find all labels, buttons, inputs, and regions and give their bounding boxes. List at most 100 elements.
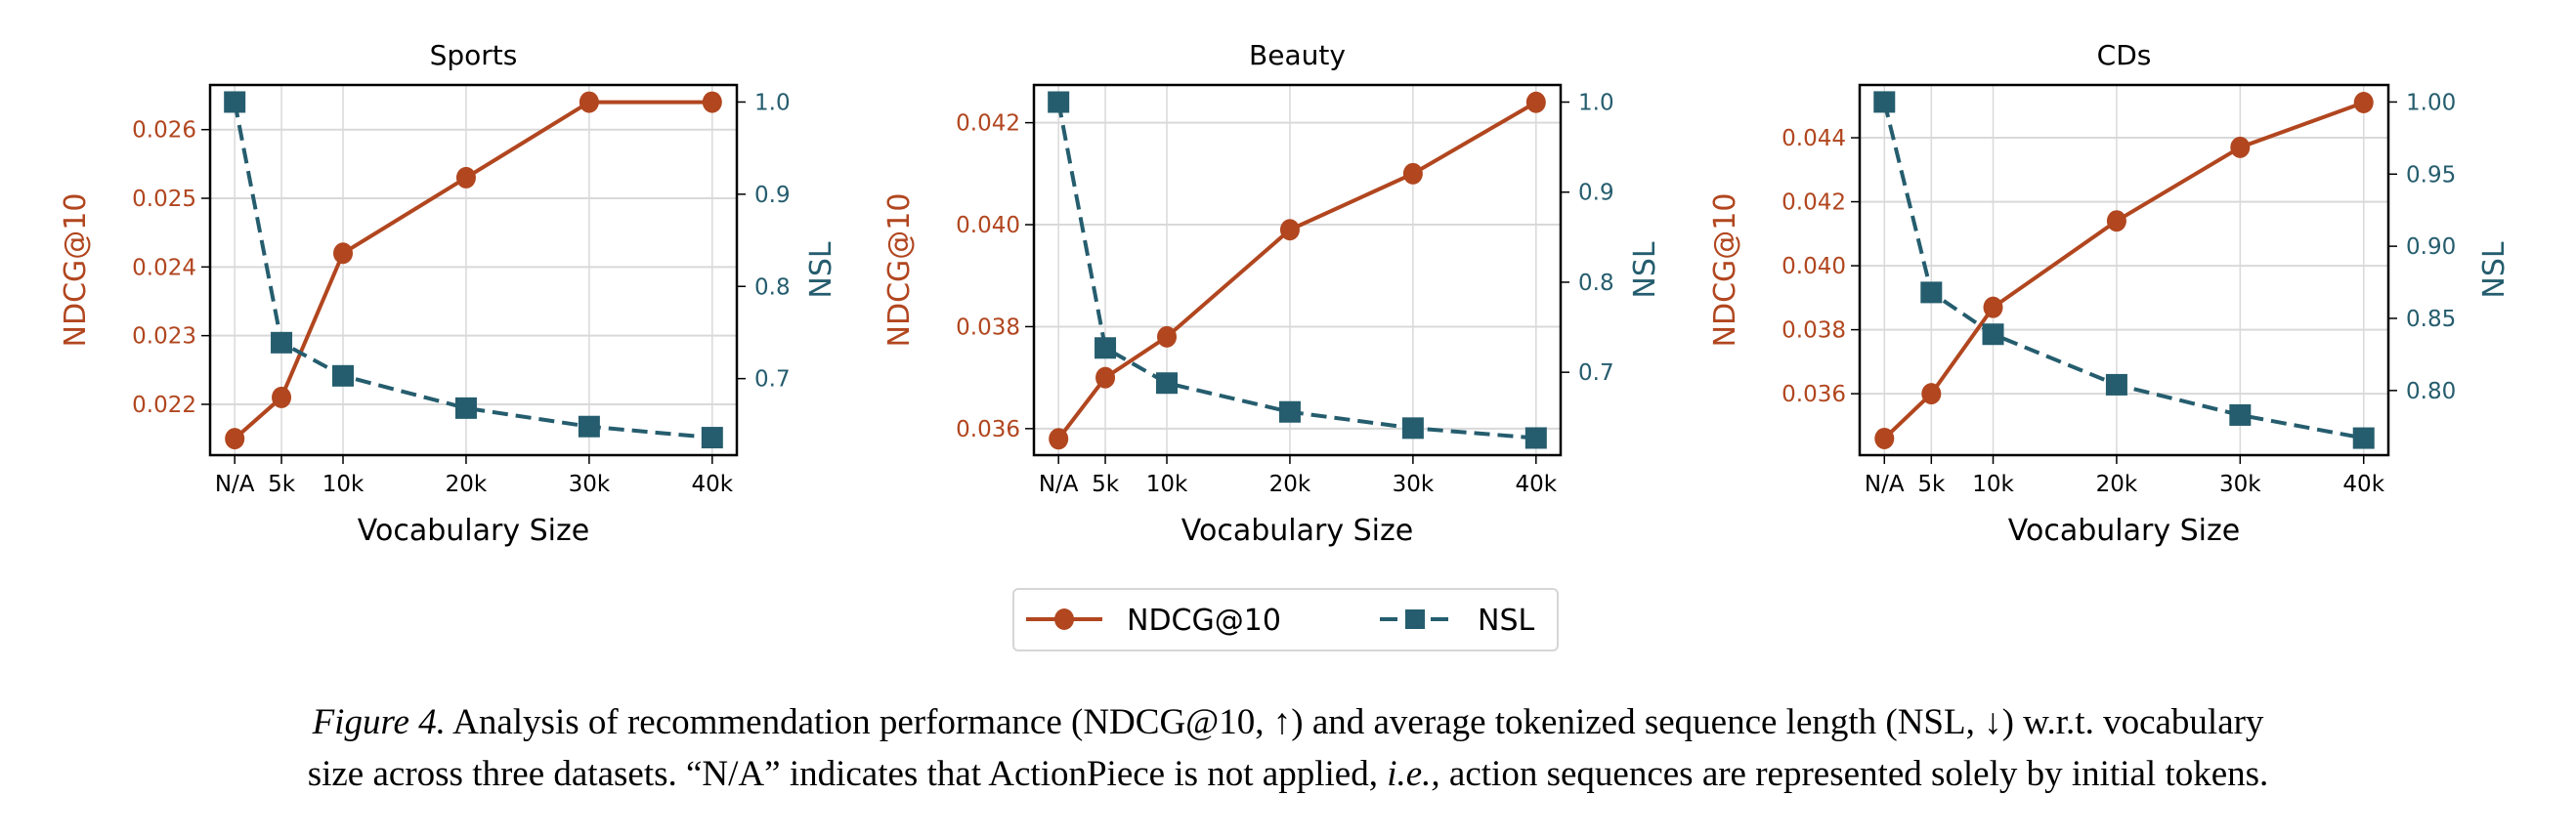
chart-cds: N/A 5k 10k 20k 30k 40k 0.036 0.038 0.040 0.042 0.0…	[1708, 39, 2512, 548]
caption-text-2a: size across three datasets. “N/A” indica…	[307, 754, 1378, 794]
x-tick-label: 5k	[1917, 472, 1946, 497]
legend-ndcg-marker	[1054, 608, 1074, 630]
x-tick-label: 10k	[1972, 472, 2014, 497]
nsl-point	[1095, 337, 1117, 359]
nsl-point	[2229, 403, 2252, 426]
nsl-point	[578, 415, 600, 438]
ndcg-point	[1402, 162, 1423, 185]
y2-tick-label: 0.85	[2406, 307, 2456, 332]
ndcg-point	[225, 428, 245, 450]
ndcg-line	[1056, 101, 1537, 440]
chart-title: Sports	[430, 39, 518, 71]
caption-figure-label: Figure 4.	[312, 702, 446, 742]
ndcg-point	[1983, 296, 2003, 318]
y-tick-label: 0.023	[132, 324, 196, 350]
nsl-point	[701, 427, 723, 449]
ndcg-point	[333, 242, 354, 265]
y2-axis-label: NSL	[804, 241, 838, 298]
x-axis-label: Vocabulary Size	[358, 514, 589, 548]
legend-ndcg-label: NDCG@10	[1127, 604, 1281, 638]
x-tick-label: 20k	[446, 472, 488, 497]
ndcg-point	[579, 91, 599, 113]
chart-sports: N/A 5k 10k 20k 30k 40k 0.022 0.023 0.024 0.025 0.0…	[59, 39, 838, 548]
caption-text-2b: action sequences are represented solely …	[1448, 754, 2269, 794]
nsl-point	[2352, 427, 2375, 449]
caption-ie: i.e.,	[1387, 754, 1440, 794]
y-axis-label: NDCG@10	[59, 193, 93, 348]
legend-frame	[1012, 588, 1559, 651]
y-tick-label: 0.036	[956, 417, 1020, 442]
nsl-point	[1048, 91, 1070, 113]
y2-tick-label: 0.8	[1578, 271, 1614, 296]
ndcg-point	[1874, 427, 1895, 449]
x-axis-label: Vocabulary Size	[2008, 514, 2240, 548]
x-tick-label: 5k	[268, 472, 296, 497]
x-tick-label: 40k	[692, 472, 734, 497]
chart-title: CDs	[2097, 39, 2152, 71]
caption-line-2: size across three datasets. “N/A” indica…	[0, 748, 2576, 800]
x-tick-label: 30k	[2219, 472, 2261, 497]
ndcg-line	[233, 100, 712, 440]
legend-nsl-marker	[1405, 609, 1425, 629]
plot-frame	[1858, 83, 2390, 457]
plot-frame	[1032, 83, 1563, 457]
x-tick-label: 10k	[322, 472, 365, 497]
y-tick-label: 0.038	[1782, 318, 1846, 344]
y-tick-label: 0.022	[132, 393, 196, 418]
nsl-point	[1920, 281, 1943, 304]
y-axis-label: NDCG@10	[882, 193, 917, 348]
nsl-point	[1156, 372, 1179, 395]
ndcg-point	[2230, 136, 2251, 158]
y2-tick-label: 0.7	[1578, 360, 1614, 386]
nsl-point	[1524, 427, 1547, 449]
ndcg-point	[1525, 91, 1546, 113]
y2-tick-label: 1.0	[754, 90, 791, 115]
x-tick-label: N/A	[1865, 472, 1905, 497]
y2-tick-label: 0.9	[754, 183, 791, 208]
nsl-line	[233, 102, 712, 440]
y2-tick-label: 0.7	[754, 367, 791, 393]
chart-beauty: N/A 5k 10k 20k 30k 40k 0.036 0.038 0.040 0.042 0.7…	[882, 39, 1662, 548]
plot-frame	[208, 83, 739, 457]
nsl-point	[2105, 373, 2127, 396]
nsl-point	[1873, 91, 1896, 113]
ndcg-point	[1157, 325, 1178, 348]
x-tick-label: 20k	[2096, 472, 2138, 497]
ndcg-point	[2353, 92, 2374, 114]
x-tick-label: 10k	[1146, 472, 1188, 497]
y-tick-label: 0.044	[1782, 126, 1846, 151]
caption-line-1: Figure 4. Analysis of recommendation per…	[0, 696, 2576, 748]
ndcg-point	[1921, 383, 1942, 405]
figure-caption: Figure 4. Analysis of recommendation per…	[0, 696, 2576, 800]
y2-tick-label: 0.8	[754, 274, 791, 300]
y-tick-label: 0.024	[132, 255, 196, 280]
nsl-point	[224, 91, 246, 113]
ndcg-point	[1095, 366, 1116, 389]
y2-axis-label: NSL	[1628, 241, 1662, 298]
y-tick-label: 0.038	[956, 314, 1020, 340]
nsl-point	[1278, 400, 1301, 423]
y-tick-label: 0.042	[1782, 190, 1846, 216]
ndcg-point	[272, 386, 292, 408]
nsl-line	[1882, 101, 2365, 440]
legend: NDCG@10 NSL	[1012, 588, 1559, 651]
caption-text-1: Analysis of recommendation performance (…	[452, 702, 2264, 742]
y-axis-label: NDCG@10	[1708, 193, 1742, 348]
nsl-line	[1056, 102, 1536, 440]
ndcg-line	[1882, 101, 2365, 440]
x-tick-label: 5k	[1092, 472, 1120, 497]
y2-tick-label: 1.00	[2406, 90, 2456, 115]
y2-tick-label: 1.0	[1578, 91, 1614, 116]
legend-nsl-label: NSL	[1478, 604, 1534, 638]
x-tick-label: N/A	[1039, 472, 1079, 497]
nsl-point	[1401, 417, 1424, 440]
y-tick-label: 0.026	[132, 118, 196, 144]
y2-axis-label: NSL	[2477, 241, 2512, 298]
ndcg-point	[2106, 210, 2126, 232]
ndcg-point	[1279, 219, 1300, 241]
chart-title: Beauty	[1249, 39, 1346, 71]
x-tick-label: 40k	[1516, 472, 1558, 497]
nsl-point	[1982, 323, 2004, 346]
nsl-point	[332, 364, 355, 387]
y-tick-label: 0.040	[1782, 254, 1846, 279]
